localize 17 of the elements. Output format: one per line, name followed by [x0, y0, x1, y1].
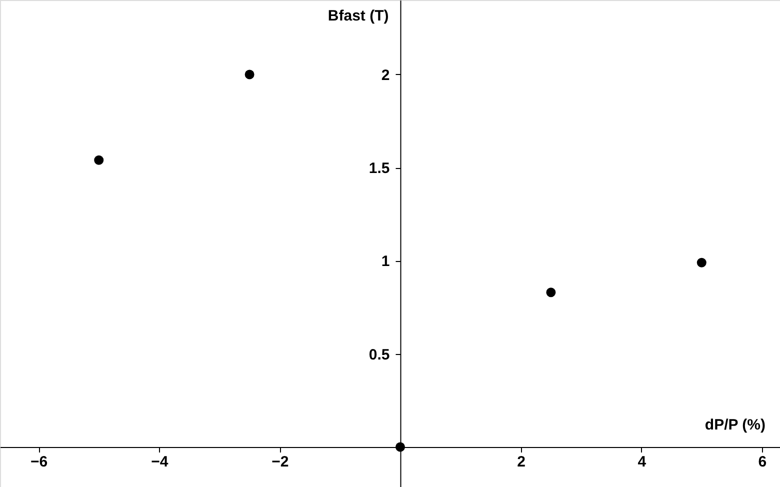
y-axis-title: Bfast (T): [328, 8, 389, 24]
x-tick-label: −4: [151, 453, 169, 470]
point: [94, 155, 104, 165]
x-tick-label: 4: [638, 453, 647, 470]
x-tick-label: −6: [30, 453, 48, 470]
point: [546, 288, 556, 298]
y-tick-label: 0.5: [368, 346, 390, 364]
point: [396, 442, 405, 452]
x-tick-label: 6: [758, 453, 767, 470]
x-tick-label: −2: [272, 453, 289, 470]
y-tick-label: 2: [381, 66, 390, 84]
y-tick-label: 1.5: [368, 160, 390, 178]
x-axis-title: dP/P (%): [704, 416, 766, 434]
point: [696, 258, 706, 268]
y-tick-label: 1: [381, 253, 390, 270]
x-tick-label: 2: [517, 453, 526, 470]
point: [244, 70, 254, 80]
